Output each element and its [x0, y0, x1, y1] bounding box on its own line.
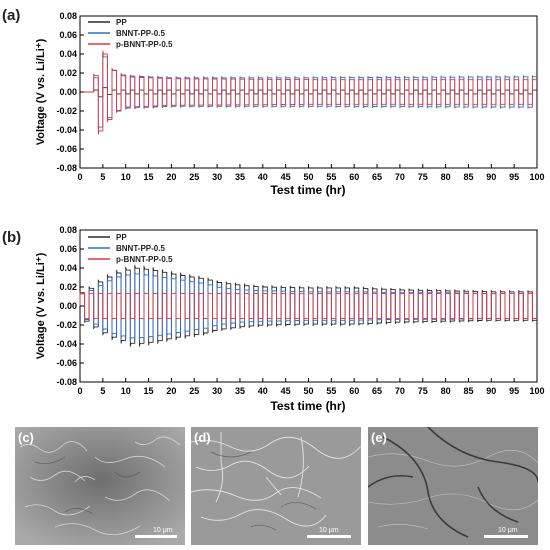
y-tick-label-a-0: -0.08	[56, 163, 77, 173]
x-tick-label-b-20: 100	[529, 386, 544, 396]
x-tick-label-a-14: 70	[395, 172, 405, 182]
x-tick-label-a-1: 5	[100, 172, 105, 182]
panel-label-b: (b)	[2, 229, 21, 246]
legend-b: PP BNNT-PP-0.5 p-BNNT-PP-0.5	[88, 233, 173, 264]
sem-image-d: 10 μm (d)	[191, 427, 361, 545]
x-tick-label-b-11: 55	[326, 386, 336, 396]
x-tick-label-a-5: 25	[189, 172, 199, 182]
y-tick-label-a-8: 0.08	[59, 11, 77, 21]
y-axis-title-a: Voltage (V vs. Li/Li⁺)	[35, 38, 47, 145]
x-tick-label-a-12: 60	[349, 172, 359, 182]
x-tick-label-b-1: 5	[100, 386, 105, 396]
y-tick-label-a-7: 0.06	[59, 30, 77, 40]
y-tick-label-a-5: 0.02	[59, 68, 77, 78]
x-tick-label-b-4: 20	[166, 386, 176, 396]
x-axis-title-b: Test time (hr)	[270, 399, 345, 413]
chart-b: -0.08 -0.06 -0.04 -0.02 0.00 0.02 0.04 0.06 0.08…	[35, 225, 545, 413]
y-tick-label-b-1: -0.06	[56, 358, 77, 368]
panel-label-c: (c)	[18, 430, 34, 445]
x-tick-label-b-16: 80	[441, 386, 451, 396]
x-axis-title-a: Test time (hr)	[270, 183, 345, 197]
x-tick-label-a-6: 30	[212, 172, 222, 182]
x-tick-label-b-3: 15	[144, 386, 154, 396]
x-tick-label-a-15: 75	[418, 172, 428, 182]
x-tick-label-b-2: 10	[121, 386, 131, 396]
x-tick-label-b-9: 45	[281, 386, 291, 396]
x-tick-label-a-3: 15	[144, 172, 154, 182]
legend-a: PP BNNT-PP-0.5 p-BNNT-PP-0.5	[88, 18, 173, 49]
legend-label-bnnt-b: BNNT-PP-0.5	[116, 244, 165, 253]
axes-b: -0.08 -0.06 -0.04 -0.02 0.00 0.02 0.04 0.06 0.08…	[56, 225, 544, 396]
y-tick-label-b-7: 0.06	[59, 244, 77, 254]
x-tick-label-a-0: 0	[77, 172, 82, 182]
series-line-b-p-bnnt-pp-0.5	[79, 292, 537, 320]
x-tick-label-a-16: 80	[441, 172, 451, 182]
y-axis-title-b: Voltage (V vs. Li/Li⁺)	[35, 252, 47, 359]
y-tick-label-a-4: 0.00	[59, 87, 77, 97]
x-tick-label-b-6: 30	[212, 386, 222, 396]
x-tick-label-b-8: 40	[258, 386, 268, 396]
x-tick-label-a-13: 65	[372, 172, 382, 182]
legend-label-pp-a: PP	[116, 18, 127, 27]
y-tick-label-b-4: 0.00	[59, 301, 77, 311]
legend-label-pp-b: PP	[116, 233, 127, 242]
y-tick-label-b-8: 0.08	[59, 225, 77, 235]
scale-label-c: 10 μm	[153, 527, 173, 534]
y-tick-label-b-3: -0.02	[56, 320, 77, 330]
x-tick-label-a-2: 10	[121, 172, 131, 182]
sem-image-e: 10 μm (e)	[368, 427, 538, 545]
x-tick-label-b-5: 25	[189, 386, 199, 396]
y-tick-label-b-6: 0.04	[59, 263, 77, 273]
x-tick-label-b-18: 90	[486, 386, 496, 396]
x-tick-label-b-0: 0	[77, 386, 82, 396]
legend-label-bnnt-a: BNNT-PP-0.5	[116, 29, 165, 38]
x-tick-label-a-4: 20	[166, 172, 176, 182]
series-line-a-p-bnnt-pp-0.5	[80, 50, 537, 135]
x-tick-label-b-12: 60	[349, 386, 359, 396]
legend-label-pbnnt-b: p-BNNT-PP-0.5	[116, 255, 173, 264]
chart-a: -0.08 -0.06 -0.04 -0.02 0.00 0.02 0.04 0.06 0.08…	[35, 11, 545, 197]
panel-label-a: (a)	[2, 7, 20, 24]
x-tick-label-a-10: 50	[303, 172, 313, 182]
x-tick-label-a-17: 85	[463, 172, 473, 182]
y-tick-label-a-3: -0.02	[56, 106, 77, 116]
x-tick-label-b-19: 95	[509, 386, 519, 396]
y-tick-label-b-0: -0.08	[56, 377, 77, 387]
series-group-b	[79, 264, 537, 347]
x-tick-label-a-8: 40	[258, 172, 268, 182]
x-tick-label-b-10: 50	[303, 386, 313, 396]
y-tick-label-b-5: 0.02	[59, 282, 77, 292]
y-tick-label-a-1: -0.06	[56, 144, 77, 154]
x-tick-label-b-17: 85	[463, 386, 473, 396]
series-line-b-bnnt-pp-0.5	[79, 270, 537, 341]
scale-label-e: 10 μm	[498, 527, 518, 534]
x-tick-label-b-13: 65	[372, 386, 382, 396]
axes-a: -0.08 -0.06 -0.04 -0.02 0.00 0.02 0.04 0.06 0.08…	[56, 11, 544, 182]
series-group-a	[80, 50, 537, 135]
x-tick-label-a-20: 100	[529, 172, 544, 182]
legend-label-pbnnt-a: p-BNNT-PP-0.5	[116, 40, 173, 49]
series-line-b-pp	[79, 264, 537, 347]
y-tick-label-a-2: -0.04	[56, 125, 77, 135]
x-tick-label-a-18: 90	[486, 172, 496, 182]
x-tick-label-b-7: 35	[235, 386, 245, 396]
y-tick-label-b-2: -0.04	[56, 339, 77, 349]
sem-image-c: 10 μm (c)	[15, 427, 185, 545]
y-tick-label-a-6: 0.04	[59, 49, 77, 59]
x-tick-label-a-11: 55	[326, 172, 336, 182]
scale-label-d: 10 μm	[319, 527, 339, 534]
x-tick-label-a-9: 45	[281, 172, 291, 182]
x-tick-label-b-15: 75	[418, 386, 428, 396]
panel-label-e: (e)	[371, 430, 387, 445]
x-tick-label-a-19: 95	[509, 172, 519, 182]
x-tick-label-a-7: 35	[235, 172, 245, 182]
series-line-a-bnnt-pp-0.5	[80, 53, 537, 131]
x-tick-label-b-14: 70	[395, 386, 405, 396]
panel-label-d: (d)	[194, 430, 211, 445]
